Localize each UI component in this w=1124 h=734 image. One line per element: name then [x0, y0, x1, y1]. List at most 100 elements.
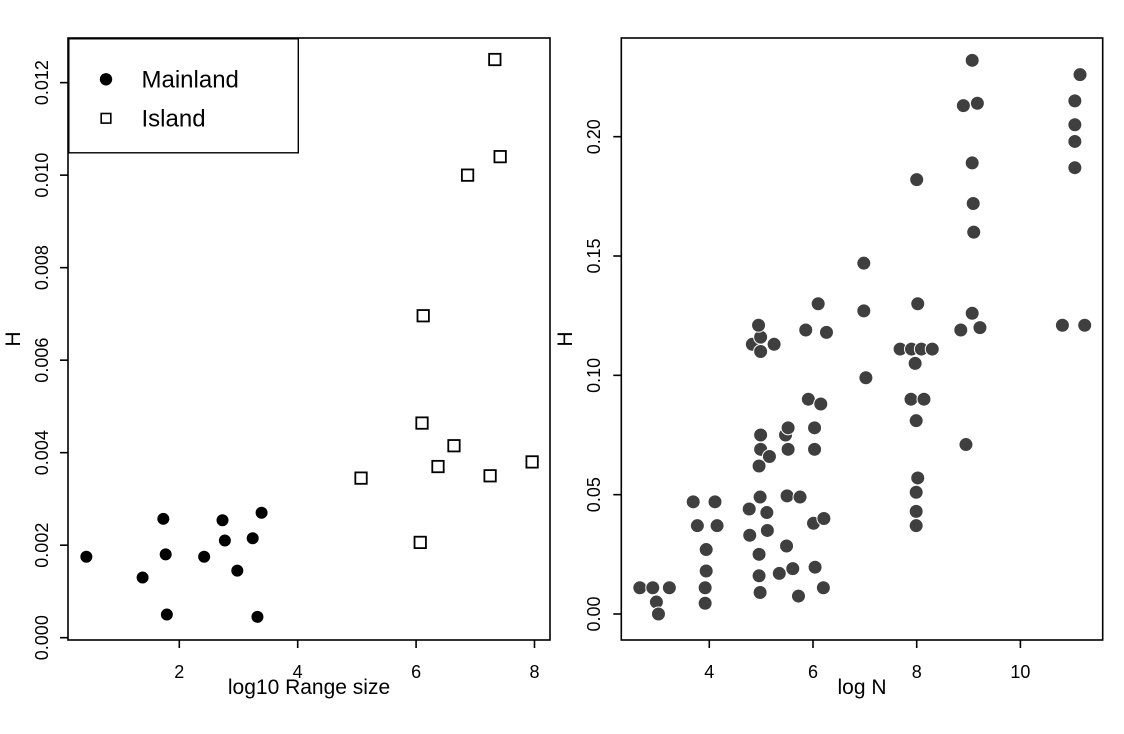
data-point-filled-circle: [697, 580, 713, 596]
data-point-filled-circle: [966, 224, 982, 240]
data-point-filled-circle: [751, 546, 767, 562]
data-point-filled-circle: [807, 441, 823, 457]
data-point-filled-circle: [780, 441, 796, 457]
data-point-filled-circle: [254, 505, 269, 520]
data-point-filled-circle: [79, 549, 94, 564]
data-point-filled-circle: [709, 518, 725, 534]
y-tick-label: 0.20: [584, 119, 604, 154]
data-point-filled-circle: [780, 420, 796, 436]
data-point-filled-circle: [753, 343, 769, 359]
y-tick-label: 0.004: [32, 430, 52, 475]
data-point-filled-circle: [215, 513, 230, 528]
data-point-filled-circle: [661, 580, 677, 596]
data-point-filled-circle: [650, 606, 666, 622]
data-point-open-square: [493, 150, 507, 164]
data-point-filled-circle: [816, 511, 832, 527]
data-point-filled-circle: [908, 484, 924, 500]
data-point-filled-circle: [969, 95, 985, 111]
data-point-filled-circle: [685, 494, 701, 510]
legend-box: [68, 38, 300, 154]
data-point-filled-circle: [798, 322, 814, 338]
data-point-filled-circle: [698, 563, 714, 579]
x-tick-label: 4: [704, 662, 714, 682]
legend-item-label: Mainland: [142, 67, 239, 94]
data-point-filled-circle: [910, 296, 926, 312]
data-point-filled-circle: [903, 391, 919, 407]
data-point-filled-circle: [916, 391, 932, 407]
data-point-filled-circle: [751, 568, 767, 584]
x-tick-label: 4: [293, 662, 303, 682]
legend-item-label: Island: [142, 106, 206, 133]
data-point-filled-circle: [245, 531, 260, 546]
data-point-filled-circle: [1067, 117, 1083, 133]
y-tick-label: 0.008: [32, 245, 52, 290]
y-tick-label: 0.010: [32, 153, 52, 198]
data-point-filled-circle: [972, 320, 988, 336]
panel-right: 4 6 8 10 0.00 0.05 0.10 0.15 0.20 log N H: [554, 37, 1104, 699]
data-point-filled-circle: [779, 488, 795, 504]
data-point-filled-circle: [908, 503, 924, 519]
y-tick-label: 0.000: [32, 615, 52, 660]
data-point-filled-circle: [858, 370, 874, 386]
data-point-filled-circle: [792, 489, 808, 505]
data-point-filled-circle: [752, 489, 768, 505]
data-point-filled-circle: [958, 437, 974, 453]
data-point-filled-circle: [955, 98, 971, 114]
data-point-filled-circle: [908, 413, 924, 429]
data-point-filled-circle: [807, 559, 823, 575]
data-point-filled-circle: [910, 470, 926, 486]
data-point-filled-circle: [790, 588, 806, 604]
data-point-filled-circle: [250, 609, 265, 624]
data-point-filled-circle: [742, 527, 758, 543]
series-mainland: [79, 505, 269, 624]
data-point-filled-circle: [965, 196, 981, 212]
y-tick-label: 0.10: [584, 358, 604, 393]
data-point-filled-circle: [689, 518, 705, 534]
data-point-filled-circle: [813, 396, 829, 412]
data-point-filled-circle: [924, 341, 940, 357]
data-point-filled-circle: [156, 511, 171, 526]
data-point-filled-circle: [759, 522, 775, 538]
data-point-filled-circle: [197, 549, 212, 564]
data-point-filled-circle: [907, 355, 923, 371]
data-point-open-square: [415, 416, 429, 430]
data-point-filled-circle: [759, 505, 775, 521]
data-point-filled-circle: [753, 427, 769, 443]
plot-border: [67, 37, 551, 641]
data-point-filled-circle: [1054, 317, 1070, 333]
data-point-filled-circle: [698, 542, 714, 558]
data-point-filled-circle: [761, 448, 777, 464]
data-point-filled-circle: [1067, 133, 1083, 149]
data-point-filled-circle: [856, 303, 872, 319]
data-point-filled-circle: [645, 580, 661, 596]
data-point-filled-circle: [807, 420, 823, 436]
y-tick-label: 0.05: [584, 477, 604, 512]
data-point-filled-circle: [158, 547, 173, 562]
y-tick-label: 0.006: [32, 338, 52, 383]
data-point-open-square: [354, 471, 368, 485]
panel-left: 2 4 6 8 0.000 0.002 0.004 0.006 0.008 0.010 0.012 l…: [2, 37, 551, 699]
data-point-filled-circle: [785, 561, 801, 577]
data-point-filled-circle: [751, 458, 767, 474]
x-tick-label: 10: [1010, 662, 1030, 682]
data-point-filled-circle: [856, 255, 872, 271]
data-point-filled-circle: [751, 317, 767, 333]
data-point-filled-circle: [779, 538, 795, 554]
x-axis-title: log N: [837, 676, 886, 699]
x-tick-label: 2: [174, 662, 184, 682]
data-point-filled-circle: [697, 595, 713, 611]
series-island: [354, 52, 539, 550]
data-point-filled-circle: [230, 563, 245, 578]
data-point-filled-circle: [953, 322, 969, 338]
legend-filled-circle-icon: [99, 73, 113, 86]
x-tick-label: 6: [411, 662, 421, 682]
data-point-filled-circle: [1072, 67, 1088, 83]
data-point-filled-circle: [707, 494, 723, 510]
data-point-filled-circle: [964, 52, 980, 68]
data-point-filled-circle: [217, 533, 232, 548]
data-point-filled-circle: [632, 580, 648, 596]
data-point-filled-circle: [964, 155, 980, 171]
data-point-filled-circle: [159, 607, 174, 622]
